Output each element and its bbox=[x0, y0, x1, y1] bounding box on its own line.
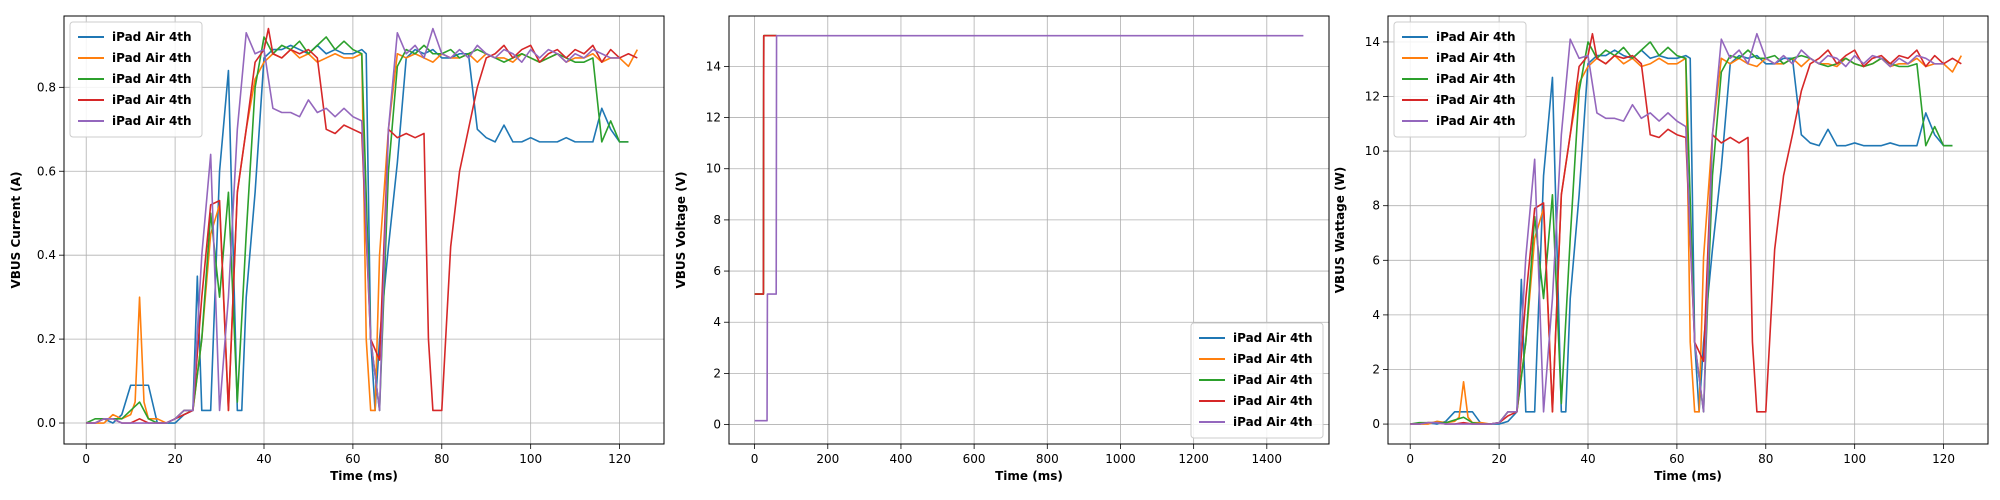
y-tick-label: 10 bbox=[1365, 144, 1380, 158]
series-line-1 bbox=[754, 34, 777, 295]
y-tick-label: 6 bbox=[713, 264, 721, 278]
legend-label-3: iPad Air 4th bbox=[112, 93, 192, 107]
y-tick-label: 4 bbox=[713, 315, 721, 329]
x-tick-label: 60 bbox=[1669, 452, 1684, 466]
legend-box bbox=[69, 21, 203, 138]
plot-frame bbox=[1387, 15, 1989, 445]
y-tick-label: 0 bbox=[713, 418, 721, 432]
y-tick-label: 4 bbox=[1372, 308, 1380, 322]
legend-label-0: iPad Air 4th bbox=[1233, 331, 1313, 345]
y-tick-label: 0.6 bbox=[37, 164, 56, 178]
x-axis-label: Time (ms) bbox=[995, 469, 1063, 483]
x-tick-label: 60 bbox=[345, 452, 360, 466]
x-tick-label: 20 bbox=[167, 452, 182, 466]
legend-label-2: iPad Air 4th bbox=[1233, 373, 1313, 387]
series-line-3 bbox=[754, 34, 777, 295]
x-tick-label: 200 bbox=[816, 452, 839, 466]
legend-label-3: iPad Air 4th bbox=[1233, 394, 1313, 408]
x-tick-label: 40 bbox=[256, 452, 271, 466]
x-tick-label: 0 bbox=[1406, 452, 1414, 466]
legend-label-3: iPad Air 4th bbox=[1436, 93, 1516, 107]
legend-box bbox=[1190, 322, 1324, 439]
y-tick-label: 2 bbox=[1372, 362, 1380, 376]
x-tick-label: 80 bbox=[434, 452, 449, 466]
legend-label-2: iPad Air 4th bbox=[1436, 72, 1516, 86]
series-line-2 bbox=[754, 34, 777, 295]
y-tick-label: 0.4 bbox=[37, 248, 56, 262]
y-tick-label: 12 bbox=[1365, 90, 1380, 104]
legend-label-1: iPad Air 4th bbox=[112, 51, 192, 65]
y-tick-label: 14 bbox=[1365, 35, 1380, 49]
x-tick-label: 0 bbox=[751, 452, 759, 466]
legend-label-0: iPad Air 4th bbox=[1436, 30, 1516, 44]
legend: iPad Air 4th iPad Air 4th iPad Air 4th iPad… bbox=[1393, 21, 1527, 138]
x-tick-label: 80 bbox=[1758, 452, 1773, 466]
x-tick-label: 100 bbox=[519, 452, 542, 466]
legend-label-4: iPad Air 4th bbox=[112, 114, 192, 128]
x-tick-label: 1000 bbox=[1105, 452, 1136, 466]
y-tick-label: 2 bbox=[713, 366, 721, 380]
y-tick-label: 10 bbox=[706, 162, 721, 176]
series-line-0 bbox=[754, 34, 777, 295]
x-tick-label: 20 bbox=[1491, 452, 1506, 466]
y-tick-label: 14 bbox=[706, 59, 721, 73]
x-axis-label: Time (ms) bbox=[330, 469, 398, 483]
wattage-chart: 0 20 40 60 80 100 120 0 2 4 6 8 10 12 14 Time (ms) VBUS … bbox=[1333, 15, 1989, 483]
series-line-4 bbox=[1410, 32, 1944, 425]
legend-label-1: iPad Air 4th bbox=[1233, 352, 1313, 366]
y-tick-label: 0 bbox=[1372, 417, 1380, 431]
x-tick-label: 800 bbox=[1036, 452, 1059, 466]
series-line-4 bbox=[86, 27, 620, 424]
y-tick-label: 8 bbox=[713, 213, 721, 227]
legend-label-4: iPad Air 4th bbox=[1233, 415, 1313, 429]
x-tick-label: 0 bbox=[82, 452, 90, 466]
y-tick-label: 0.2 bbox=[37, 332, 56, 346]
x-tick-label: 100 bbox=[1843, 452, 1866, 466]
legend-label-2: iPad Air 4th bbox=[112, 72, 192, 86]
current-chart: 0 20 40 60 80 100 120 0.0 0.2 0.4 0.6 0.8 Time (ms) V… bbox=[9, 15, 665, 483]
y-tick-label: 8 bbox=[1372, 199, 1380, 213]
y-axis-label: VBUS Current (A) bbox=[9, 171, 23, 288]
x-tick-label: 1200 bbox=[1178, 452, 1209, 466]
y-axis-label: VBUS Voltage (V) bbox=[674, 172, 688, 289]
y-tick-label: 6 bbox=[1372, 253, 1380, 267]
x-tick-label: 400 bbox=[889, 452, 912, 466]
y-tick-label: 0.8 bbox=[37, 80, 56, 94]
x-axis-label: Time (ms) bbox=[1654, 469, 1722, 483]
legend: iPad Air 4th iPad Air 4th iPad Air 4th iPad… bbox=[69, 21, 203, 138]
legend-label-1: iPad Air 4th bbox=[1436, 51, 1516, 65]
x-tick-label: 120 bbox=[608, 452, 631, 466]
voltage-chart: 0 200 400 600 800 1000 1200 1400 0 2 4 6 8 10 12 14 Time… bbox=[674, 15, 1330, 483]
legend: iPad Air 4th iPad Air 4th iPad Air 4th iPad… bbox=[1190, 322, 1324, 439]
legend-label-0: iPad Air 4th bbox=[112, 30, 192, 44]
x-tick-label: 600 bbox=[963, 452, 986, 466]
legend-box bbox=[1393, 21, 1527, 138]
y-tick-label: 12 bbox=[706, 111, 721, 125]
series-line-4 bbox=[754, 34, 1304, 422]
y-tick-label: 0.0 bbox=[37, 416, 56, 430]
plot-frame bbox=[728, 15, 1330, 445]
plot-frame bbox=[63, 15, 665, 445]
x-tick-label: 120 bbox=[1932, 452, 1955, 466]
x-tick-label: 40 bbox=[1580, 452, 1595, 466]
legend-label-4: iPad Air 4th bbox=[1436, 114, 1516, 128]
x-tick-label: 1400 bbox=[1252, 452, 1283, 466]
y-axis-label: VBUS Wattage (W) bbox=[1333, 167, 1347, 294]
